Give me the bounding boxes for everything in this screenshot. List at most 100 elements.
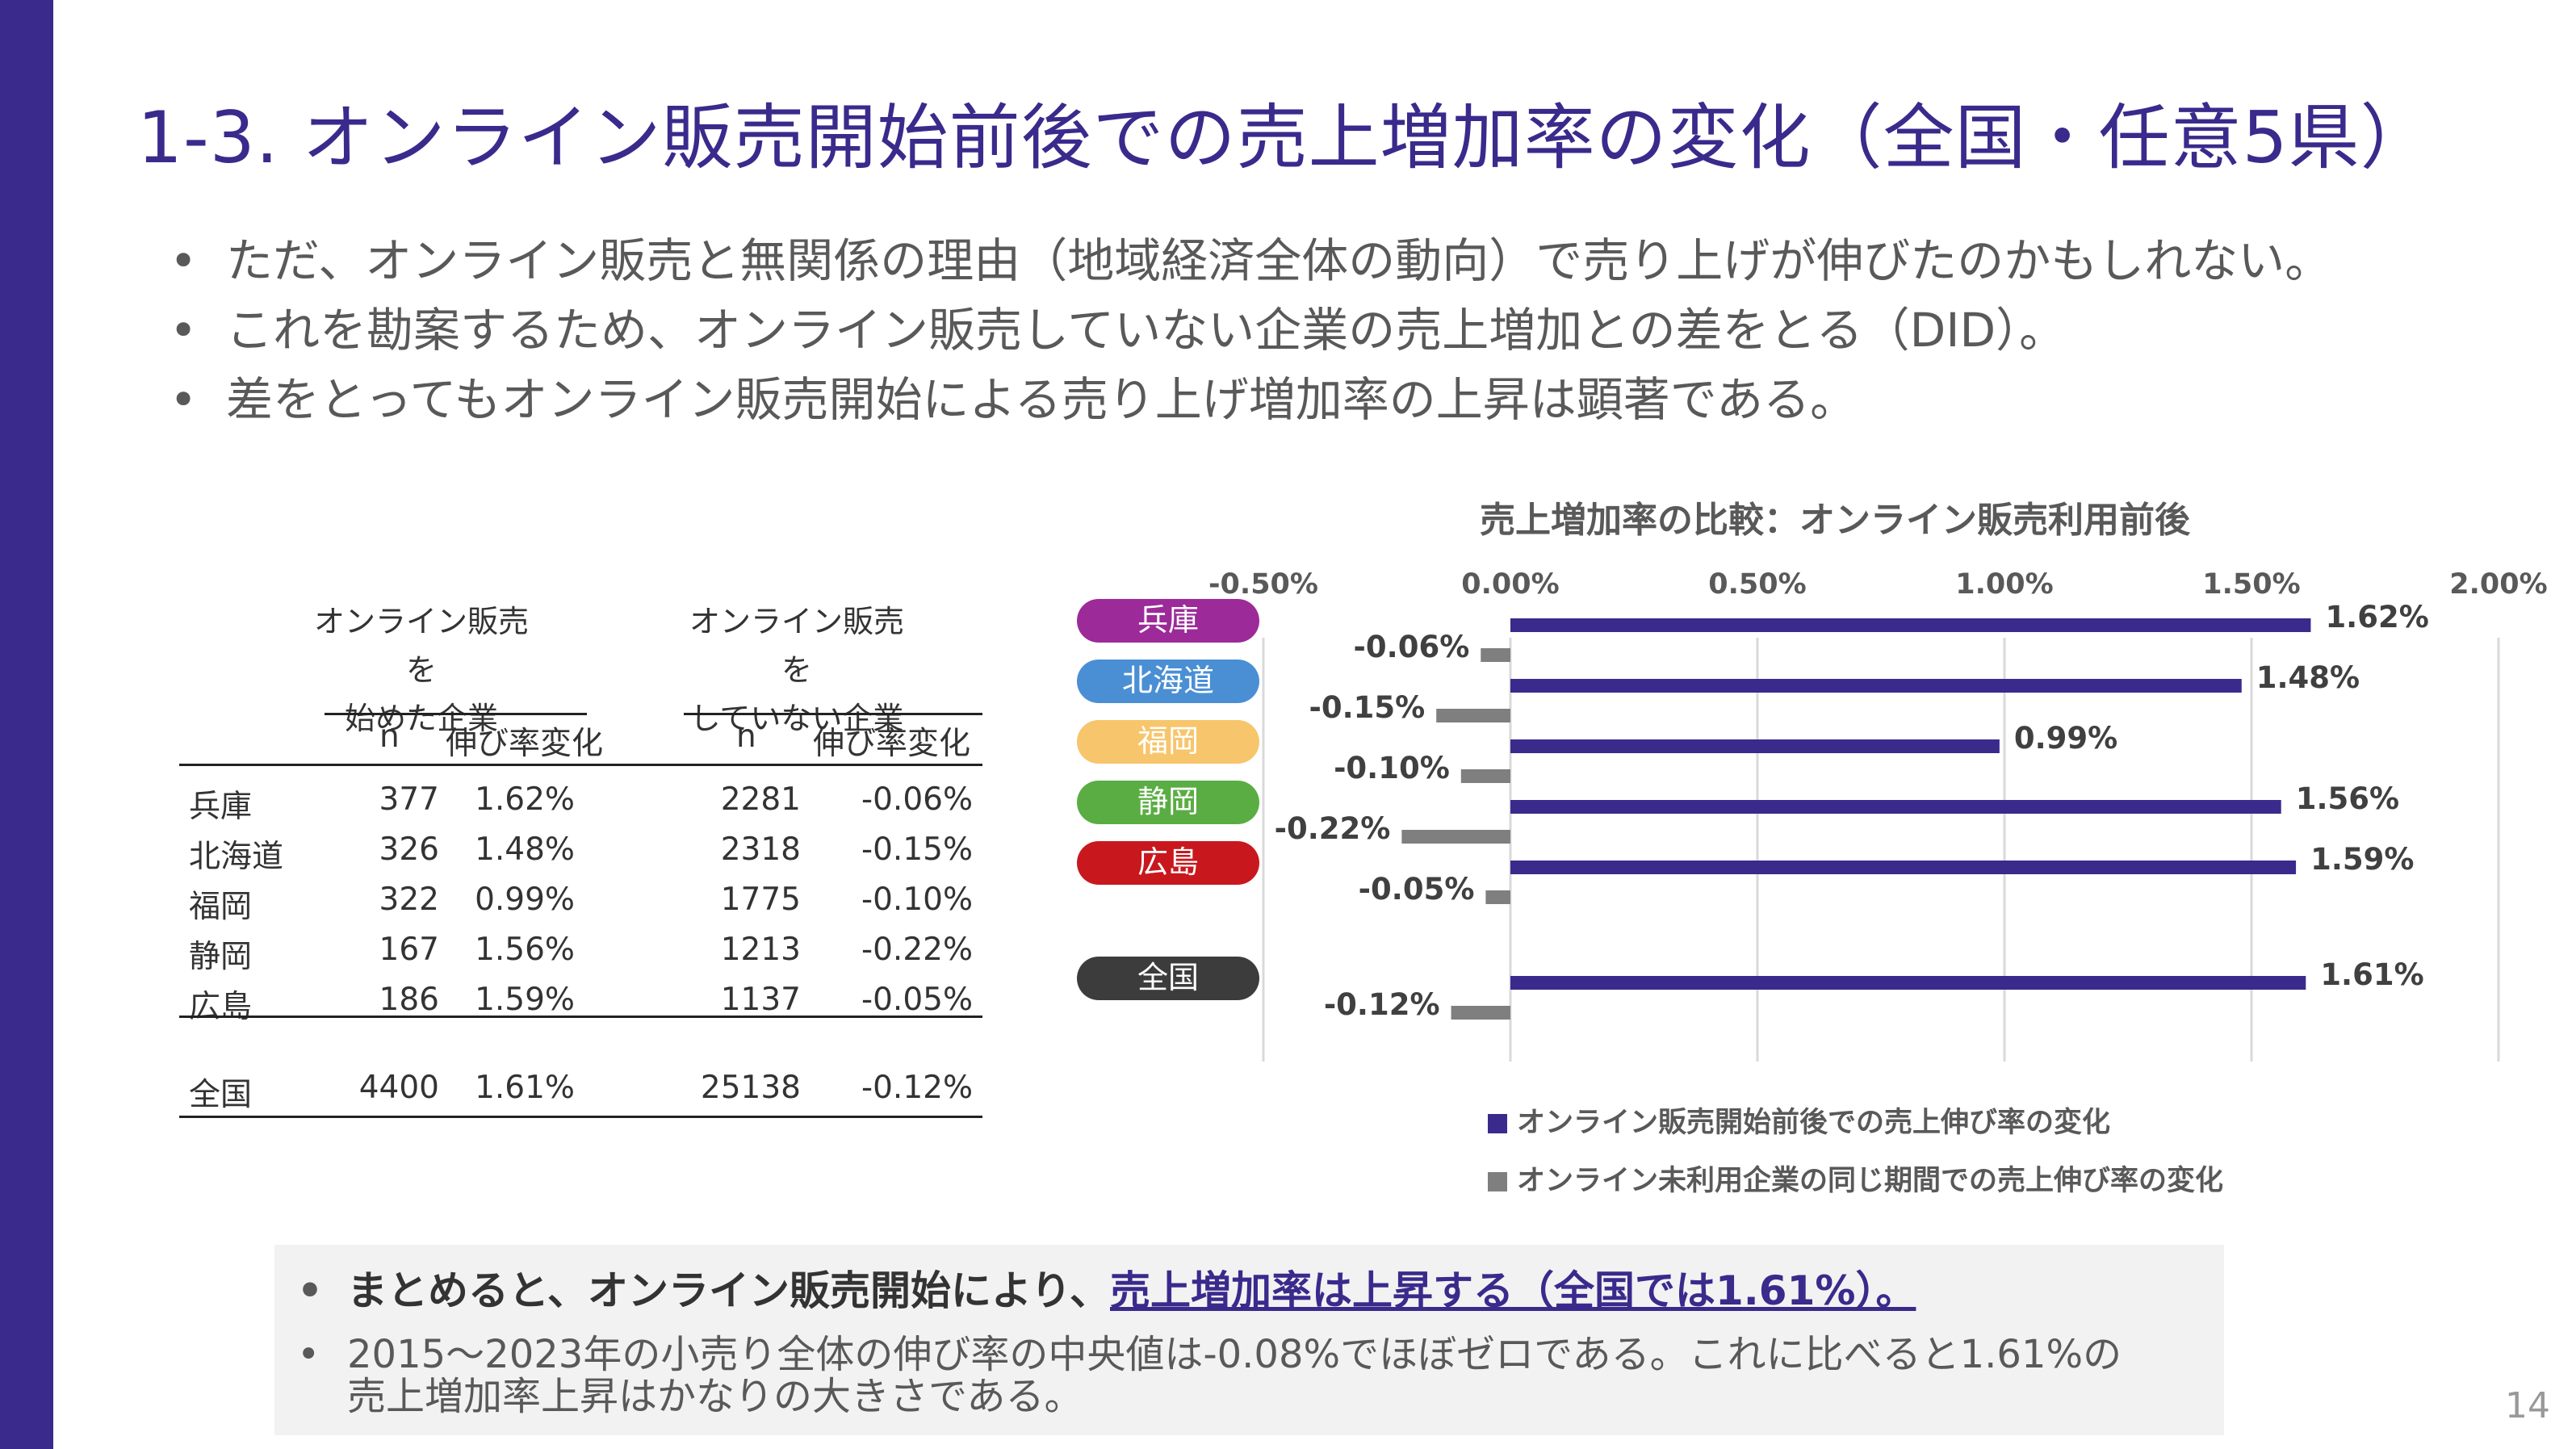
x-tick-label: 0.00% bbox=[1461, 568, 1559, 601]
bar-online bbox=[1510, 618, 2311, 632]
chart-title: 売上増加率の比較：オンライン販売利用前後 bbox=[1480, 500, 2190, 541]
data-label-offline: -0.15% bbox=[1309, 690, 1425, 725]
table-cell-r2: -0.10% bbox=[861, 882, 973, 918]
summary-text: 2015～2023年の小売り全体の伸び率の中央値は-0.08%でほぼゼロである。… bbox=[347, 1332, 2122, 1377]
bar-offline bbox=[1460, 769, 1510, 783]
table-cell-n1: 186 bbox=[379, 982, 439, 1018]
legend-swatch bbox=[1488, 1114, 1507, 1133]
table-cell-region: 北海道 bbox=[189, 839, 284, 875]
table-cell-r1: 1.56% bbox=[475, 932, 575, 968]
data-label-offline: -0.10% bbox=[1334, 751, 1450, 785]
table-cell-n2: 2281 bbox=[720, 781, 801, 818]
legend-item-offline: オンライン未利用企業の同じ期間での売上伸び率の変化 bbox=[1488, 1158, 2223, 1199]
table-cell-r1: 1.59% bbox=[475, 982, 575, 1018]
table-top-rule bbox=[179, 764, 982, 766]
x-tick-label: 1.00% bbox=[1955, 568, 2053, 601]
summary-point: まとめると、オンライン販売開始により、売上増加率は上昇する（全国では1.61%）… bbox=[297, 1263, 2122, 1319]
category-label: 兵庫 bbox=[1137, 602, 1199, 638]
bar-online bbox=[1510, 679, 2242, 693]
x-tick-label: -0.50% bbox=[1208, 568, 1318, 601]
table-cell-r2: -0.22% bbox=[861, 932, 973, 968]
total-region: 全国 bbox=[189, 1077, 253, 1113]
data-label-offline: -0.22% bbox=[1275, 811, 1391, 846]
data-label-online: 1.48% bbox=[2256, 660, 2360, 695]
col-header-rate: 伸び率変化 bbox=[446, 726, 604, 762]
data-label-online: 1.62% bbox=[2325, 600, 2428, 634]
table-cell-r2: -0.05% bbox=[861, 982, 973, 1018]
table-cell-n1: 326 bbox=[379, 831, 439, 868]
table-bottom-rule bbox=[179, 1116, 982, 1118]
bar-online bbox=[1510, 976, 2306, 990]
table-cell-n1: 167 bbox=[379, 932, 439, 968]
legend-label: オンライン未利用企業の同じ期間での売上伸び率の変化 bbox=[1517, 1165, 2224, 1197]
table-cell-r1: 0.99% bbox=[475, 882, 575, 918]
bar-online bbox=[1510, 861, 2297, 874]
legend-swatch bbox=[1488, 1172, 1507, 1191]
category-pill bbox=[1077, 841, 1259, 885]
summary-box: まとめると、オンライン販売開始により、売上増加率は上昇する（全国では1.61%）… bbox=[274, 1245, 2224, 1435]
category-pill bbox=[1077, 957, 1259, 1000]
legend-label: オンライン販売開始前後での売上伸び率の変化 bbox=[1517, 1107, 2111, 1139]
data-label-online: 1.59% bbox=[2310, 842, 2414, 877]
category-label: 北海道 bbox=[1122, 663, 1214, 698]
summary-text: 売上増加率上昇はかなりの大きさである。 bbox=[347, 1374, 1083, 1419]
summary-highlight: 売上増加率は上昇する（全国では1.61%）。 bbox=[1110, 1267, 1916, 1314]
x-tick-label: 0.50% bbox=[1708, 568, 1806, 601]
group-header-started: オンライン販売を 始めた企業 bbox=[313, 604, 529, 736]
total-n2: 25138 bbox=[700, 1070, 801, 1106]
data-label-offline: -0.06% bbox=[1354, 630, 1470, 664]
table-mid-rule bbox=[179, 1016, 982, 1018]
table-cell-region: 兵庫 bbox=[189, 789, 253, 825]
total-n1: 4400 bbox=[358, 1070, 439, 1106]
table-cell-region: 静岡 bbox=[189, 939, 253, 975]
total-r2: -0.12% bbox=[861, 1070, 973, 1106]
bullet-list: ただ、オンライン販売と無関係の理由（地域経済全体の動向）で売り上げが伸びたのかも… bbox=[170, 226, 2331, 434]
table-cell-n2: 1137 bbox=[720, 982, 801, 1018]
category-pill bbox=[1077, 660, 1259, 703]
bar-chart: -0.50% 0.00% 0.50% 1.00% 1.50% 2.00% 兵庫 1.62% -0… bbox=[1077, 568, 2548, 1062]
data-label-offline: -0.05% bbox=[1359, 872, 1475, 907]
bullet-item: ただ、オンライン販売と無関係の理由（地域経済全体の動向）で売り上げが伸びたのかも… bbox=[170, 226, 2331, 295]
table-cell-r2: -0.15% bbox=[861, 831, 973, 868]
table-cell-n2: 1775 bbox=[720, 882, 801, 918]
col-header-n: n bbox=[736, 718, 756, 755]
bullet-item: 差をとってもオンライン販売開始による売り上げ増加率の上昇は顕著である。 bbox=[170, 365, 2331, 434]
group-header-not-started: オンライン販売を していない企業 bbox=[689, 604, 904, 736]
bar-offline bbox=[1485, 890, 1510, 904]
bar-offline bbox=[1401, 830, 1510, 844]
table-cell-r2: -0.06% bbox=[861, 781, 973, 818]
bar-online bbox=[1510, 800, 2281, 814]
table-cell-n2: 1213 bbox=[720, 932, 801, 968]
data-label-online: 0.99% bbox=[2014, 721, 2117, 756]
accent-sidebar bbox=[0, 0, 53, 1449]
page-number: 14 bbox=[2505, 1385, 2550, 1426]
summary-point: 2015～2023年の小売り全体の伸び率の中央値は-0.08%でほぼゼロである。… bbox=[297, 1334, 2122, 1418]
page-title: 1-3. オンライン販売開始前後での売上増加率の変化（全国・任意5県） bbox=[137, 96, 2432, 179]
header-divider bbox=[325, 713, 587, 715]
col-header-rate: 伸び率変化 bbox=[813, 726, 971, 762]
table-cell-n2: 2318 bbox=[720, 831, 801, 868]
total-r1: 1.61% bbox=[475, 1070, 575, 1106]
summary-text: まとめると、オンライン販売開始により、 bbox=[347, 1267, 1110, 1314]
col-header-n: n bbox=[379, 718, 400, 755]
header-divider bbox=[684, 713, 982, 715]
bar-offline bbox=[1436, 709, 1510, 722]
category-label: 全国 bbox=[1137, 960, 1199, 995]
category-label: 静岡 bbox=[1137, 784, 1199, 819]
table-cell-region: 福岡 bbox=[189, 889, 253, 925]
category-label: 福岡 bbox=[1137, 723, 1199, 759]
table-cell-region: 広島 bbox=[189, 989, 253, 1025]
category-pill bbox=[1077, 720, 1259, 764]
category-pill bbox=[1077, 781, 1259, 824]
bar-offline bbox=[1451, 1006, 1510, 1020]
category-label: 広島 bbox=[1137, 844, 1199, 880]
data-label-offline: -0.12% bbox=[1324, 987, 1440, 1022]
data-label-online: 1.56% bbox=[2296, 781, 2399, 816]
table-cell-r1: 1.62% bbox=[475, 781, 575, 818]
category-pill bbox=[1077, 599, 1259, 643]
x-tick-label: 1.50% bbox=[2202, 568, 2300, 601]
legend-item-online: オンライン販売開始前後での売上伸び率の変化 bbox=[1488, 1099, 2110, 1141]
data-label-online: 1.61% bbox=[2320, 957, 2423, 992]
table-cell-n1: 322 bbox=[379, 882, 439, 918]
bullet-item: これを勘案するため、オンライン販売していない企業の売上増加との差をとる（DID）… bbox=[170, 295, 2331, 365]
